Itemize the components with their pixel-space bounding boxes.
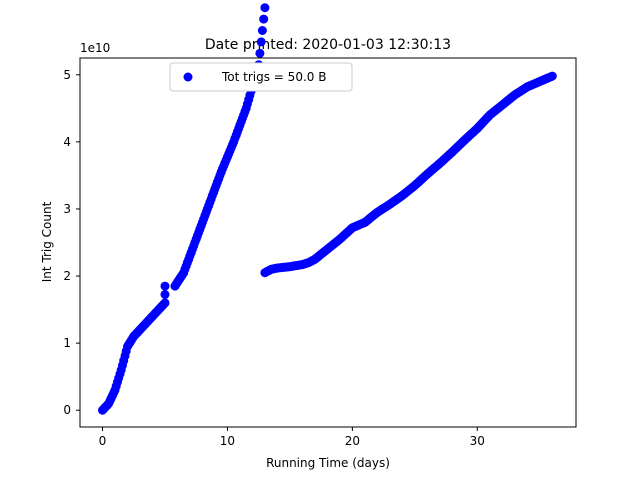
data-points [98, 3, 557, 415]
y-tick-label: 3 [63, 202, 71, 216]
axis-ticks: 0 10 20 30 0 1 2 3 4 5 [63, 68, 485, 448]
data-point [160, 290, 170, 299]
data-point [160, 281, 170, 291]
data-point [256, 37, 266, 47]
legend-box [169, 62, 353, 92]
y-axis-label: Int Trig Count [40, 201, 54, 282]
x-tick-label: 30 [470, 434, 485, 448]
y-offset-label: 1e10 [80, 41, 110, 55]
x-tick-label: 10 [220, 434, 235, 448]
data-point [259, 14, 269, 24]
data-point [547, 71, 557, 81]
x-axis-label: Running Time (days) [266, 456, 390, 470]
y-tick-label: 4 [63, 135, 71, 149]
y-tick-label: 1 [63, 336, 71, 350]
legend-label: Tot trigs = 50.0 B [221, 70, 326, 84]
y-tick-label: 5 [63, 68, 71, 82]
chart-title: Date printed: 2020-01-03 12:30:13 [205, 37, 451, 53]
data-point [255, 48, 265, 58]
plot-frame [79, 57, 577, 428]
data-point [260, 3, 270, 13]
legend: Tot trigs = 50.0 B [169, 62, 353, 92]
x-tick-label: 20 [345, 434, 360, 448]
y-tick-label: 0 [63, 403, 71, 417]
legend-marker [183, 72, 193, 82]
data-point [160, 298, 170, 308]
y-tick-label: 2 [63, 269, 71, 283]
x-tick-label: 0 [99, 434, 107, 448]
data-point [257, 26, 267, 35]
